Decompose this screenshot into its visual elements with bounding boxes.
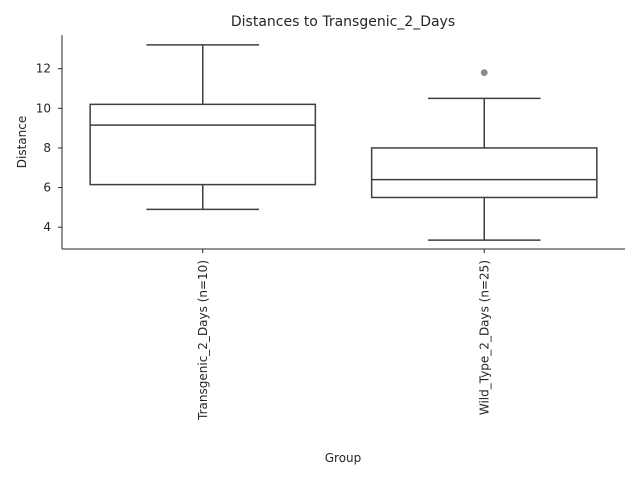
y-tick-label: 10 (36, 101, 51, 115)
y-axis-label: Distance (15, 116, 29, 168)
box-group (89, 44, 317, 211)
y-axis-ticks: 4 6 8 10 12 (36, 62, 62, 234)
chart-title: Distances to Transgenic_2_Days (231, 14, 455, 30)
y-tick-label: 12 (36, 62, 51, 76)
box-group (370, 69, 598, 241)
x-axis-ticks: Transgenic_2_Days (n=10) Wild_Type_2_Days… (196, 249, 491, 421)
y-tick-label: 4 (43, 220, 51, 234)
box-plot-groups (89, 44, 598, 241)
x-tick-label: Wild_Type_2_Days (n=25) (477, 260, 491, 415)
iqr-box (370, 147, 598, 199)
x-tick-label: Transgenic_2_Days (n=10) (196, 260, 210, 421)
x-axis-label: Group (325, 451, 362, 465)
outlier-point (480, 69, 488, 77)
iqr-box (89, 103, 317, 186)
y-tick-label: 6 (43, 181, 51, 195)
y-tick-label: 8 (43, 141, 51, 155)
